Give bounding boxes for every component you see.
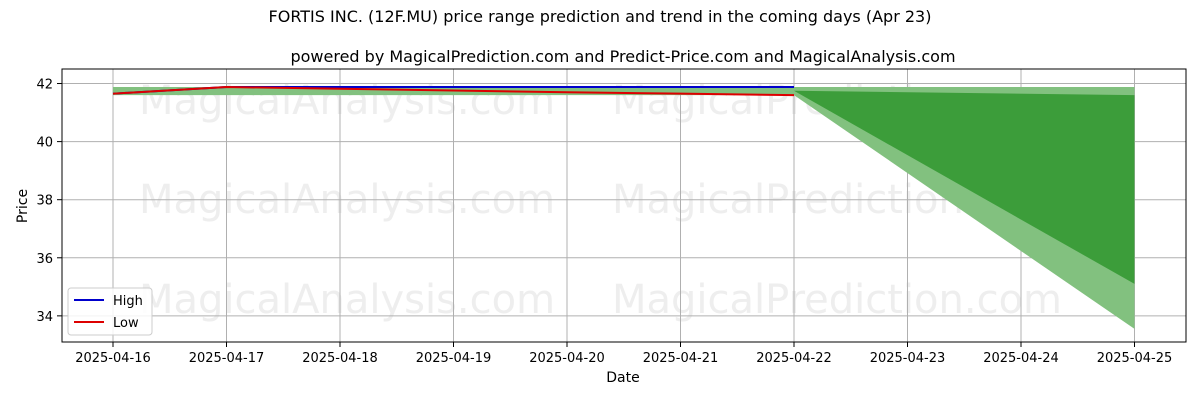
prediction-bands bbox=[113, 87, 1135, 329]
watermark-text: MagicalPrediction.com bbox=[612, 277, 1062, 323]
x-tick-label: 2025-04-25 bbox=[1097, 351, 1173, 366]
y-tick-label: 36 bbox=[36, 252, 53, 267]
plot-frame bbox=[61, 68, 1187, 343]
x-tick-label: 2025-04-16 bbox=[75, 351, 151, 366]
y-axis-label: Price bbox=[15, 189, 31, 223]
series-line-low bbox=[112, 86, 795, 97]
y-tick-label: 40 bbox=[36, 136, 53, 151]
x-tick-label: 2025-04-23 bbox=[870, 351, 946, 366]
y-tick-label: 38 bbox=[36, 194, 53, 209]
y-tick-label: 42 bbox=[36, 78, 53, 93]
x-tick-label: 2025-04-21 bbox=[643, 351, 719, 366]
x-axis-label: Date bbox=[606, 370, 639, 386]
x-tick-label: 2025-04-20 bbox=[529, 351, 605, 366]
grid-lines bbox=[62, 69, 1186, 342]
x-axis-ticks: 2025-04-16 2025-04-17 2025-04-18 2025-04-19… bbox=[75, 342, 1172, 366]
chart-title: FORTIS INC. (12F.MU) price range predict… bbox=[269, 7, 932, 26]
legend-label-high: High bbox=[113, 294, 143, 309]
prediction-band-0 bbox=[113, 87, 1135, 329]
watermark-text: MagicalAnalysis.com bbox=[139, 78, 555, 124]
legend: High Low bbox=[67, 287, 153, 336]
x-tick-label: 2025-04-22 bbox=[756, 351, 832, 366]
legend-label-low: Low bbox=[113, 316, 139, 331]
watermark-text: MagicalAnalysis.com bbox=[139, 277, 555, 323]
x-tick-label: 2025-04-24 bbox=[983, 351, 1059, 366]
series-lines bbox=[112, 86, 795, 97]
x-tick-label: 2025-04-17 bbox=[189, 351, 265, 366]
x-tick-label: 2025-04-18 bbox=[302, 351, 378, 366]
prediction-band-1 bbox=[794, 90, 1135, 284]
y-axis-ticks: 34 36 38 40 42 bbox=[36, 78, 62, 325]
y-tick-label: 34 bbox=[36, 310, 53, 325]
x-tick-label: 2025-04-19 bbox=[416, 351, 492, 366]
chart-subtitle: powered by MagicalPrediction.com and Pre… bbox=[290, 47, 955, 66]
